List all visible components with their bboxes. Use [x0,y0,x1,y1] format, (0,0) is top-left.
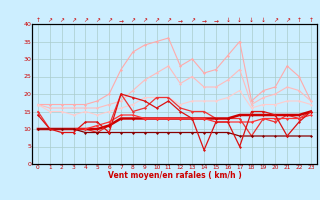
X-axis label: Vent moyen/en rafales ( km/h ): Vent moyen/en rafales ( km/h ) [108,171,241,180]
